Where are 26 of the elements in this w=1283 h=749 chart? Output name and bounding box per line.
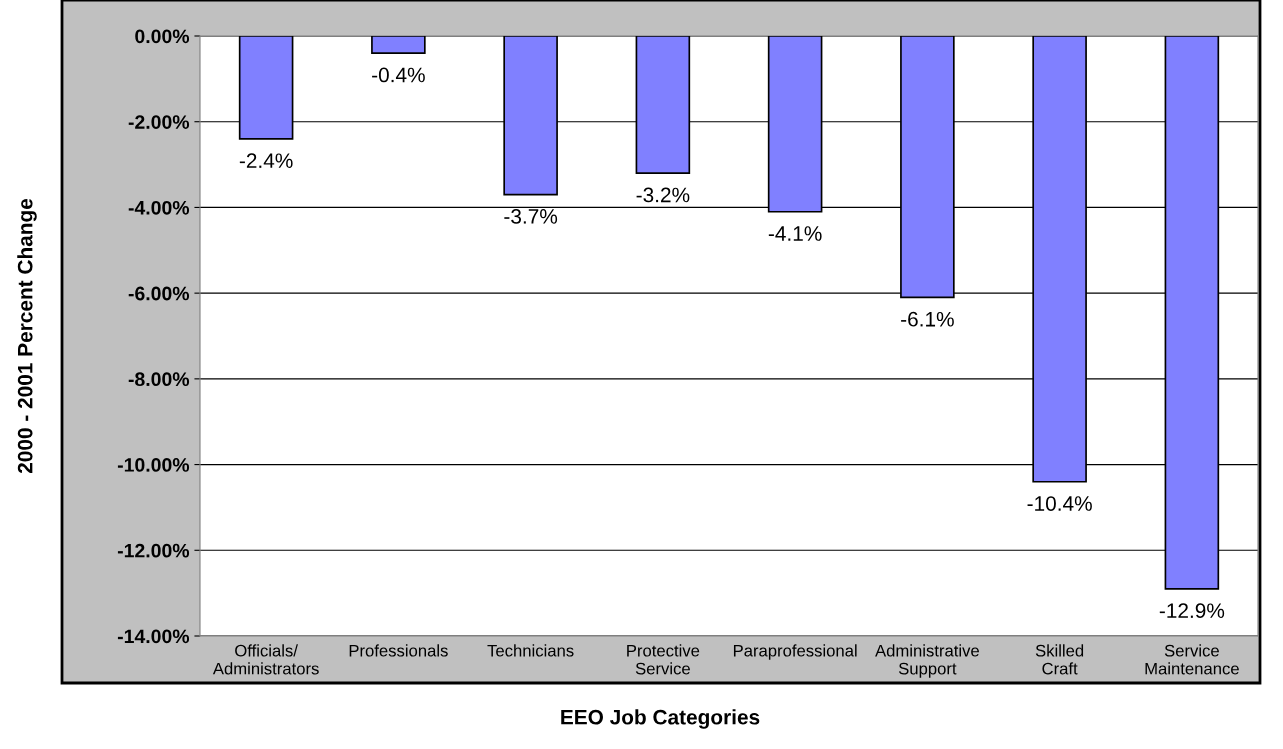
- x-tick-label: Administrative Support: [875, 644, 979, 678]
- y-tick-label: -2.00%: [128, 115, 190, 129]
- x-tick-label: Paraprofessional: [733, 644, 857, 660]
- y-tick-label: -4.00%: [128, 200, 190, 215]
- x-tick-label: Service Maintenance: [1145, 644, 1239, 675]
- x-tick-label: Protective Service: [627, 644, 700, 675]
- y-tick-label: 0.00%: [135, 29, 190, 44]
- data-label: -0.4%: [372, 67, 425, 83]
- x-axis-title: EEO Job Categories: [561, 709, 760, 729]
- data-label: -6.1%: [901, 311, 954, 327]
- data-label: -10.4%: [1027, 496, 1092, 511]
- x-tick-label: Technicians: [487, 644, 574, 657]
- data-label: -4.1%: [768, 226, 822, 241]
- data-label: -12.9%: [1159, 603, 1225, 619]
- y-tick-label: -12.00%: [117, 543, 190, 558]
- y-tick-label: -6.00%: [128, 286, 190, 301]
- x-tick-label: Officials/ Administrators: [212, 644, 319, 675]
- y-tick-label: -10.00%: [117, 458, 190, 472]
- y-axis-title: 2000 - 2001 Percent Change: [17, 198, 37, 474]
- y-tick-label: -14.00%: [117, 629, 190, 644]
- x-tick-label: Skilled Craft: [1035, 644, 1084, 675]
- x-tick-label: Professionals: [349, 644, 448, 657]
- y-tick-label: -8.00%: [128, 372, 190, 387]
- data-label: -3.2%: [636, 187, 690, 203]
- data-label: -2.4%: [239, 153, 293, 168]
- data-label: -3.7%: [504, 209, 558, 224]
